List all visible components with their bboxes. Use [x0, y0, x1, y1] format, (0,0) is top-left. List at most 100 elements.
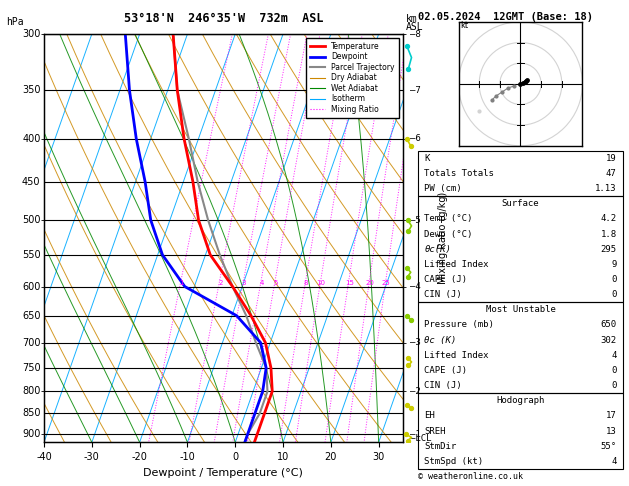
Point — [403, 65, 413, 72]
Text: 2: 2 — [218, 280, 223, 286]
Text: 450: 450 — [22, 177, 40, 187]
Text: Totals Totals: Totals Totals — [425, 169, 494, 178]
Point — [403, 354, 413, 362]
Point — [521, 76, 532, 84]
Point — [497, 88, 507, 96]
Text: 600: 600 — [22, 281, 40, 292]
Point — [487, 96, 497, 104]
Text: ASL: ASL — [406, 22, 423, 32]
Text: –2: –2 — [409, 387, 420, 396]
Text: CIN (J): CIN (J) — [425, 381, 462, 390]
Text: 350: 350 — [22, 85, 40, 95]
Text: 53°18'N  246°35'W  732m  ASL: 53°18'N 246°35'W 732m ASL — [123, 12, 323, 25]
Text: 25: 25 — [382, 280, 391, 286]
Text: 47: 47 — [606, 169, 616, 178]
X-axis label: Dewpoint / Temperature (°C): Dewpoint / Temperature (°C) — [143, 468, 303, 478]
Point — [403, 362, 413, 369]
Text: 650: 650 — [22, 311, 40, 321]
Text: 19: 19 — [606, 154, 616, 163]
Text: 55°: 55° — [601, 442, 616, 451]
Text: –7: –7 — [409, 86, 420, 95]
Text: K: K — [425, 154, 430, 163]
Text: Dewp (°C): Dewp (°C) — [425, 229, 473, 239]
Text: 4: 4 — [611, 351, 616, 360]
Text: 5: 5 — [274, 280, 278, 286]
Text: 0: 0 — [611, 275, 616, 284]
Text: 20: 20 — [365, 280, 374, 286]
Bar — [418, 393, 623, 469]
Point — [402, 135, 412, 143]
Point — [521, 77, 531, 85]
Text: Lifted Index: Lifted Index — [425, 351, 489, 360]
Text: 1: 1 — [179, 280, 184, 286]
Point — [403, 227, 413, 235]
Point — [402, 42, 412, 50]
Text: © weatheronline.co.uk: © weatheronline.co.uk — [418, 472, 523, 481]
Point — [491, 92, 501, 100]
Text: 0: 0 — [611, 381, 616, 390]
Text: 15: 15 — [345, 280, 353, 286]
Point — [403, 273, 413, 280]
Text: 4: 4 — [611, 457, 616, 466]
Text: Surface: Surface — [502, 199, 539, 208]
Text: 1.13: 1.13 — [595, 184, 616, 193]
Text: –5: –5 — [409, 216, 420, 225]
Text: 17: 17 — [606, 412, 616, 420]
Text: Pressure (mb): Pressure (mb) — [425, 320, 494, 330]
Point — [518, 79, 528, 87]
Text: 800: 800 — [22, 386, 40, 397]
Text: 750: 750 — [22, 363, 40, 373]
Point — [402, 264, 412, 272]
Text: 700: 700 — [22, 338, 40, 347]
Text: 9: 9 — [611, 260, 616, 269]
Text: StmDir: StmDir — [425, 442, 457, 451]
Text: 13: 13 — [606, 427, 616, 435]
Text: –1: –1 — [409, 430, 420, 439]
Text: 300: 300 — [22, 29, 40, 39]
Text: 0: 0 — [611, 366, 616, 375]
Text: CAPE (J): CAPE (J) — [425, 275, 467, 284]
Text: Hodograph: Hodograph — [496, 396, 545, 405]
Point — [401, 431, 411, 438]
Text: 302: 302 — [601, 336, 616, 345]
Point — [520, 78, 530, 86]
Y-axis label: Mixing Ratio (g/kg): Mixing Ratio (g/kg) — [438, 192, 448, 284]
Point — [516, 80, 526, 87]
Point — [503, 84, 513, 92]
Bar — [418, 196, 623, 302]
Text: 900: 900 — [22, 429, 40, 439]
Text: 4: 4 — [260, 280, 264, 286]
Point — [474, 107, 484, 115]
Text: θc (K): θc (K) — [425, 336, 457, 345]
Point — [402, 401, 412, 409]
Text: hPa: hPa — [6, 17, 24, 27]
Point — [406, 316, 416, 324]
Point — [403, 437, 413, 445]
Text: –6: –6 — [409, 134, 420, 143]
Point — [509, 82, 520, 90]
Text: 1.8: 1.8 — [601, 229, 616, 239]
Point — [402, 312, 412, 320]
Text: 550: 550 — [22, 250, 40, 260]
Bar — [418, 302, 623, 393]
Point — [406, 404, 416, 412]
Text: –8: –8 — [409, 30, 420, 38]
Text: CIN (J): CIN (J) — [425, 290, 462, 299]
Point — [403, 216, 413, 224]
Text: 3: 3 — [242, 280, 247, 286]
Text: StmSpd (kt): StmSpd (kt) — [425, 457, 484, 466]
Text: 02.05.2024  12GMT (Base: 18): 02.05.2024 12GMT (Base: 18) — [418, 12, 593, 22]
Text: SREH: SREH — [425, 427, 446, 435]
Text: 500: 500 — [22, 215, 40, 225]
Text: Lifted Index: Lifted Index — [425, 260, 489, 269]
Bar — [418, 151, 623, 196]
Text: Temp (°C): Temp (°C) — [425, 214, 473, 224]
Text: PW (cm): PW (cm) — [425, 184, 462, 193]
Text: –4: –4 — [409, 282, 420, 291]
Text: kt: kt — [460, 21, 469, 30]
Point — [406, 142, 416, 150]
Text: 0: 0 — [611, 290, 616, 299]
Legend: Temperature, Dewpoint, Parcel Trajectory, Dry Adiabat, Wet Adiabat, Isotherm, Mi: Temperature, Dewpoint, Parcel Trajectory… — [306, 38, 399, 118]
Text: 850: 850 — [22, 408, 40, 418]
Text: –3: –3 — [409, 338, 420, 347]
